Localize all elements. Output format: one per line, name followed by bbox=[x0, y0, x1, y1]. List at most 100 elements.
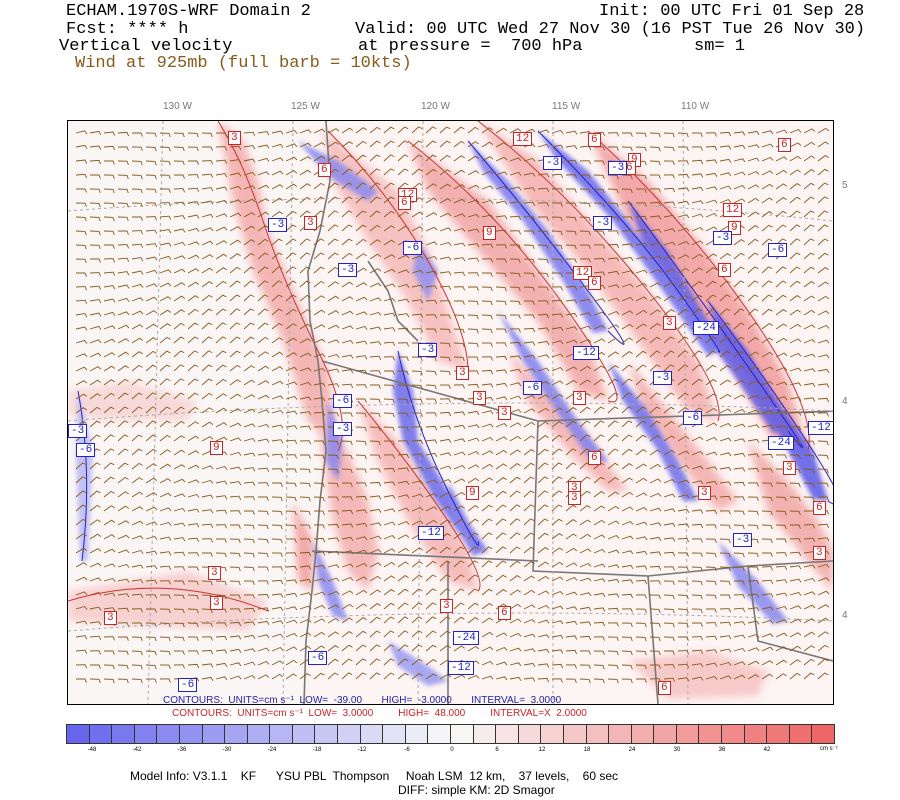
wind-barb bbox=[719, 608, 732, 613]
wind-barb bbox=[425, 241, 438, 246]
contour-label-positive: 6 bbox=[498, 606, 511, 620]
wind-barb bbox=[481, 328, 493, 334]
wind-barb bbox=[313, 631, 326, 638]
wind-barb bbox=[285, 425, 298, 430]
wind-barb bbox=[649, 449, 661, 456]
wind-barb bbox=[817, 310, 830, 316]
wind-barb bbox=[425, 574, 437, 582]
wind-barb bbox=[341, 224, 353, 232]
wind-barb bbox=[327, 645, 339, 652]
wind-barb bbox=[299, 338, 312, 344]
wind-barb bbox=[439, 673, 452, 680]
wind-barb bbox=[89, 434, 101, 442]
wind-barb bbox=[537, 663, 550, 668]
wind-barb bbox=[75, 353, 88, 358]
wind-barb bbox=[145, 477, 158, 484]
wind-barb bbox=[579, 519, 591, 526]
wind-barb bbox=[201, 523, 214, 528]
wind-barb bbox=[691, 480, 704, 485]
wind-barb bbox=[103, 271, 116, 276]
wind-barb bbox=[663, 594, 675, 600]
wind-barb bbox=[173, 188, 186, 193]
contour-label-negative: -6 bbox=[76, 443, 96, 457]
wind-barb bbox=[103, 548, 116, 554]
wind-barb bbox=[621, 256, 634, 262]
map-canvas bbox=[68, 121, 833, 704]
wind-barb bbox=[229, 336, 241, 344]
wind-barb bbox=[467, 477, 480, 484]
wind-barb bbox=[677, 336, 689, 344]
wind-barb bbox=[789, 266, 801, 274]
wind-barb bbox=[425, 466, 438, 471]
wind-barb bbox=[565, 407, 577, 414]
wind-barb bbox=[635, 449, 647, 456]
wind-barb bbox=[789, 645, 802, 652]
wind-barb bbox=[496, 258, 507, 263]
wind-barb bbox=[89, 230, 101, 236]
wind-barb bbox=[705, 364, 717, 372]
wind-barb bbox=[159, 664, 171, 670]
wind-barb bbox=[747, 620, 760, 625]
wind-barb bbox=[90, 258, 101, 263]
wind-barb bbox=[495, 504, 507, 512]
wind-barb bbox=[481, 156, 494, 162]
wind-barb bbox=[118, 230, 129, 235]
wind-barb bbox=[159, 296, 172, 302]
wind-barb bbox=[649, 478, 662, 484]
wind-barb bbox=[803, 238, 815, 246]
wind-barb bbox=[131, 243, 144, 248]
wind-barb bbox=[383, 398, 395, 404]
wind-barb bbox=[75, 173, 88, 179]
wind-barb bbox=[803, 353, 816, 358]
wind-barb bbox=[313, 210, 325, 218]
wind-barb bbox=[285, 395, 298, 400]
wind-barb bbox=[621, 650, 633, 656]
wind-barb bbox=[131, 283, 144, 288]
wind-barb bbox=[761, 424, 774, 430]
wind-barb bbox=[509, 382, 522, 387]
wind-barb bbox=[621, 420, 633, 428]
wind-barb bbox=[677, 392, 689, 400]
wind-barb bbox=[341, 127, 354, 134]
wind-barb bbox=[789, 425, 802, 431]
wind-barb bbox=[145, 650, 157, 656]
wind-barb bbox=[229, 253, 241, 260]
contour-label-positive: 3 bbox=[813, 546, 826, 560]
wind-barb bbox=[747, 337, 759, 344]
wind-barb bbox=[747, 438, 760, 444]
wind-barb bbox=[663, 508, 676, 513]
wind-barb bbox=[593, 592, 606, 598]
wind-barb bbox=[761, 130, 774, 135]
wind-barb bbox=[551, 353, 564, 358]
wind-barb bbox=[397, 658, 409, 666]
wind-barb bbox=[327, 564, 340, 569]
wind-barb bbox=[481, 356, 493, 361]
wind-barb bbox=[467, 464, 480, 470]
wind-barb bbox=[649, 463, 662, 470]
wind-barb bbox=[369, 239, 381, 246]
wind-barb bbox=[103, 145, 116, 151]
wind-barb bbox=[593, 174, 605, 180]
wind-barb bbox=[439, 492, 452, 498]
colorbar-cell bbox=[675, 724, 700, 744]
wind-barb bbox=[691, 649, 704, 654]
wind-barb bbox=[327, 252, 339, 260]
wind-barb bbox=[635, 536, 648, 541]
contour-label-negative: -6 bbox=[308, 651, 328, 665]
wind-barb bbox=[453, 184, 466, 190]
wind-barb bbox=[173, 406, 185, 414]
wind-barb bbox=[705, 159, 718, 164]
wind-barb bbox=[789, 280, 801, 288]
wind-barb bbox=[439, 645, 451, 652]
wind-barb bbox=[117, 244, 130, 249]
wind-barb bbox=[285, 606, 298, 611]
wind-barb bbox=[229, 199, 242, 204]
wind-barb bbox=[635, 463, 647, 470]
wind-barb bbox=[131, 202, 143, 208]
wind-barb bbox=[271, 294, 283, 302]
wind-barb bbox=[607, 564, 620, 569]
wind-barb bbox=[285, 210, 297, 218]
wind-barb bbox=[593, 607, 606, 612]
wind-barb bbox=[565, 202, 577, 208]
wind-barb bbox=[75, 620, 88, 625]
